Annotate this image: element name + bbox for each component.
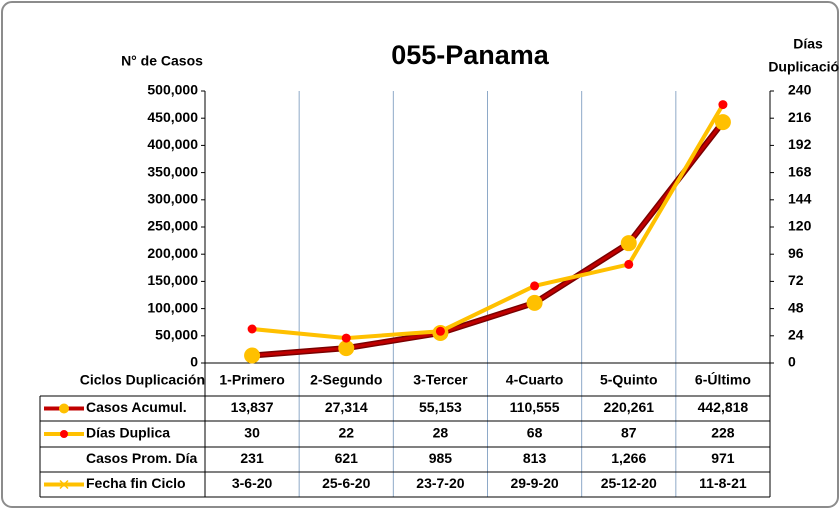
y2-tick-label: 0	[788, 354, 796, 370]
legend-key-marker	[59, 479, 69, 490]
y-tick-label: 500,000	[147, 82, 198, 98]
table-cell: 68	[527, 425, 543, 441]
y2-axis-label: Días	[793, 36, 823, 52]
table-cell: 3-6-20	[232, 475, 273, 491]
series-line	[251, 103, 725, 341]
series-marker	[526, 294, 543, 311]
y-tick-label: 450,000	[147, 109, 198, 125]
table-row-label: Casos Prom. Día	[86, 450, 197, 466]
series-marker	[718, 100, 728, 110]
category-label: 5-Quinto	[600, 372, 658, 388]
chart-title: 055-Panama	[391, 40, 550, 70]
table-cell: 971	[711, 450, 735, 466]
table-cell: 813	[523, 450, 547, 466]
y-tick-label: 50,000	[155, 327, 198, 343]
table-cell: 29-9-20	[510, 475, 558, 491]
table-cell: 11-8-21	[699, 475, 747, 491]
table-cell: 23-7-20	[416, 475, 464, 491]
table-cell: 87	[621, 425, 637, 441]
series-line	[251, 121, 725, 357]
table-cell: 621	[335, 450, 359, 466]
table-cell: 55,153	[419, 399, 462, 415]
y2-tick-label: 96	[788, 245, 804, 261]
table-cell: 1,266	[611, 450, 646, 466]
category-label: 3-Tercer	[413, 372, 468, 388]
series-marker	[341, 333, 351, 343]
y-tick-label: 0	[190, 354, 198, 370]
category-label: 4-Cuarto	[506, 372, 564, 388]
series-marker	[714, 114, 731, 131]
table-cell: 110,555	[510, 399, 560, 415]
series-marker	[435, 326, 445, 336]
table-cell: 22	[338, 425, 354, 441]
y2-tick-label: 192	[788, 136, 812, 152]
legend-key-marker	[60, 430, 68, 438]
y2-tick-label: 240	[788, 82, 812, 98]
series-marker	[530, 281, 540, 291]
series-marker	[247, 324, 257, 334]
table-cell: 442,818	[698, 399, 749, 415]
table-cell: 220,261	[603, 399, 654, 415]
y-tick-label: 100,000	[147, 299, 198, 315]
y-tick-label: 250,000	[147, 218, 198, 234]
y2-tick-label: 48	[788, 299, 804, 315]
legend-key-marker	[59, 403, 69, 414]
table-cell: 28	[433, 425, 449, 441]
table-cell: 13,837	[231, 399, 274, 415]
y-tick-label: 350,000	[147, 163, 198, 179]
y2-tick-label: 120	[788, 218, 812, 234]
table-cell: 231	[240, 450, 264, 466]
y2-tick-label: 24	[788, 327, 804, 343]
legend-label: Días Duplica	[86, 425, 170, 441]
table-cell: 27,314	[325, 399, 368, 415]
y-tick-label: 400,000	[147, 136, 198, 152]
legend-label: Casos Acumul.	[86, 399, 187, 415]
table-cell: 30	[244, 425, 260, 441]
series-marker	[244, 347, 261, 364]
y2-axis-label: Duplicación	[768, 59, 840, 75]
category-label: 6-Último	[695, 371, 751, 388]
category-label: 2-Segundo	[310, 372, 382, 388]
series-marker	[620, 235, 637, 252]
y2-tick-label: 168	[788, 163, 812, 179]
table-cell: 228	[711, 425, 735, 441]
y-tick-label: 200,000	[147, 245, 198, 261]
category-header: Ciclos Duplicación	[80, 372, 205, 388]
y-tick-label: 150,000	[147, 272, 198, 288]
series-marker	[338, 340, 355, 357]
series-marker	[624, 259, 634, 269]
y2-tick-label: 144	[788, 191, 812, 207]
y-axis-label: N° de Casos	[121, 53, 203, 69]
table-cell: 25-12-20	[601, 475, 657, 491]
y2-tick-label: 216	[788, 109, 812, 125]
table-cell: 25-6-20	[322, 475, 370, 491]
category-label: 1-Primero	[219, 372, 284, 388]
table-cell: 985	[429, 450, 453, 466]
y2-tick-label: 72	[788, 272, 804, 288]
table-row-label: Fecha fin Ciclo	[86, 475, 186, 491]
y-tick-label: 300,000	[147, 191, 198, 207]
